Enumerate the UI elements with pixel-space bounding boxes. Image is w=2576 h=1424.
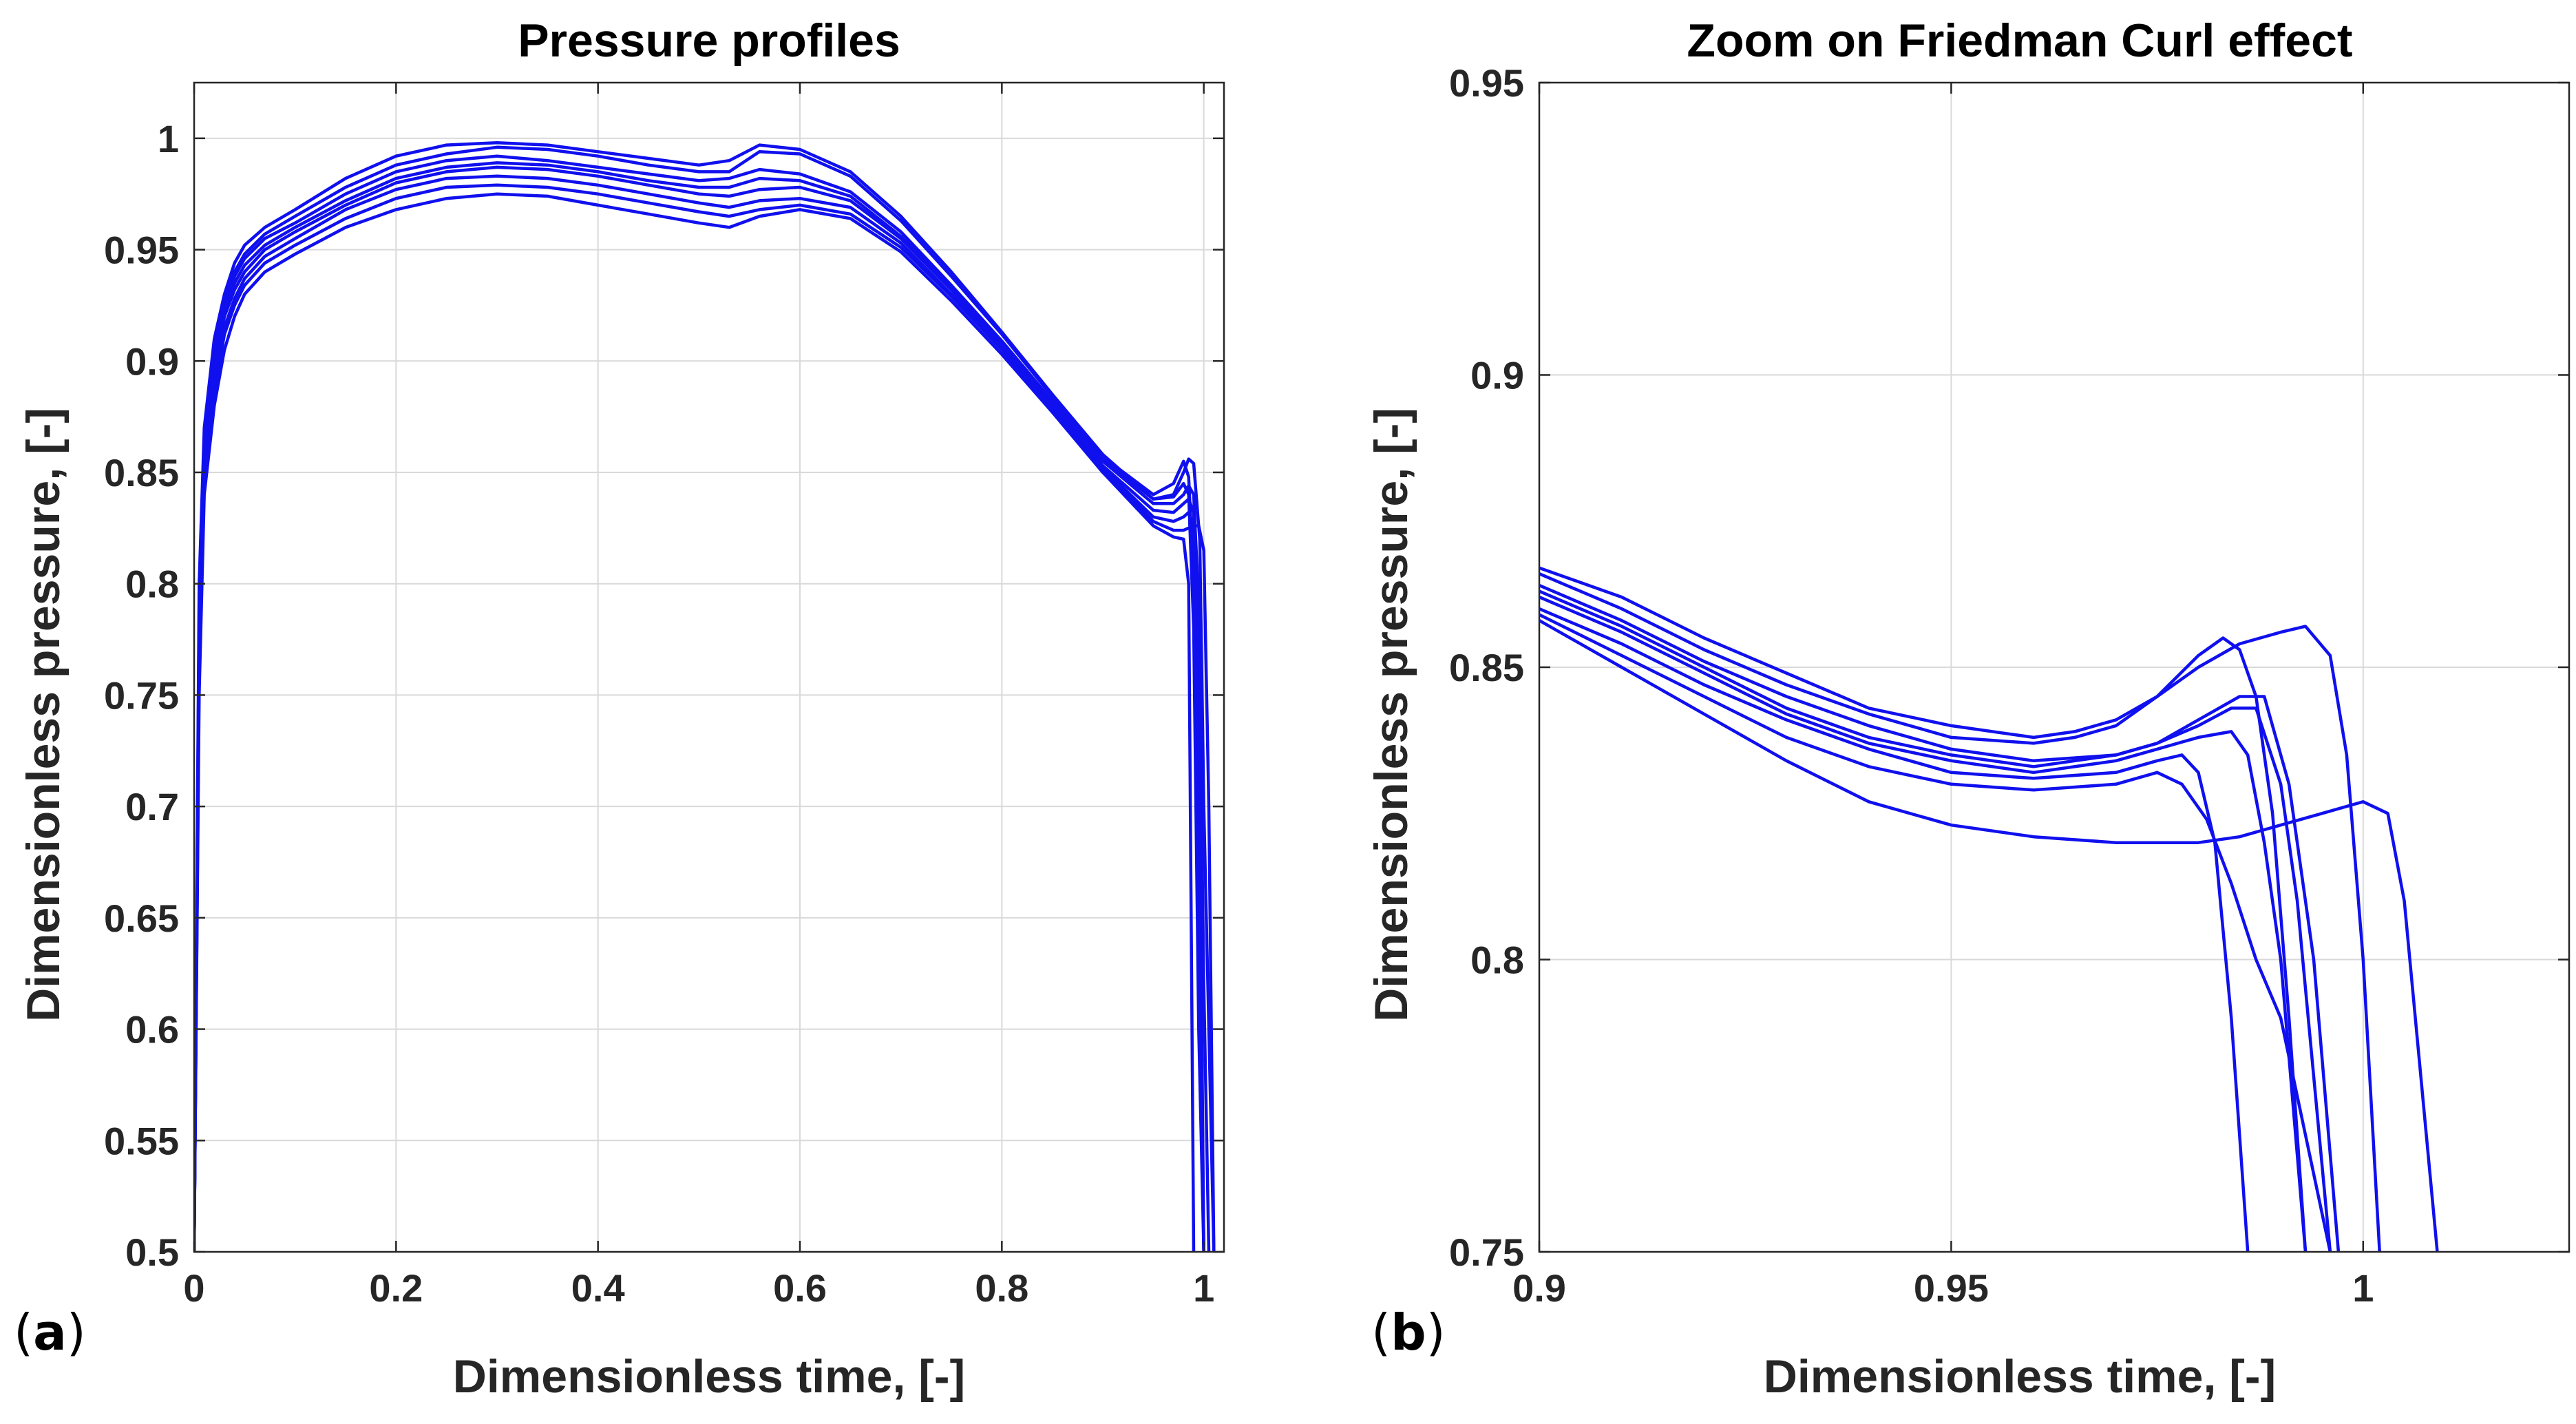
- panel-a-label: (a): [14, 1303, 86, 1361]
- panel-b-y-tick-labels: 0.75 0.8 0.85 0.9 0.95: [1449, 61, 1524, 1274]
- y-tick-label: 0.65: [104, 897, 179, 940]
- x-tick-label: 1: [1193, 1266, 1214, 1310]
- series-line-4: [194, 161, 1211, 1252]
- panel-a-x-axis-title: Dimensionless time, [-]: [453, 1350, 965, 1403]
- x-tick-label: 1: [2352, 1266, 2374, 1310]
- panel-b-label-letter: b: [1391, 1303, 1426, 1361]
- panel-b-title: Zoom on Friedman Curl effect: [1687, 14, 2352, 67]
- panel-a-chart: 0 0.2 0.4 0.6 0.8 1 0.50.550.60.650.70.750.80…: [14, 14, 1225, 1403]
- series-line-5: [1539, 595, 2308, 1252]
- panel-a-series-group: [194, 141, 1216, 1252]
- x-tick-label: 0.2: [369, 1266, 423, 1310]
- series-line-7: [194, 183, 1216, 1252]
- panel-b-chart: 0.9 0.95 1 0.75 0.8 0.85 0.9 0.95 Zoom on Frie…: [1365, 14, 2570, 1403]
- panel-a-title: Pressure profiles: [518, 14, 900, 67]
- x-tick-label: 0.4: [571, 1266, 625, 1310]
- panel-b-x-axis-title: Dimensionless time, [-]: [1764, 1350, 2276, 1403]
- y-tick-label: 0.55: [104, 1119, 179, 1162]
- series-line-3: [1539, 583, 2341, 1252]
- y-tick-label: 0.85: [104, 451, 179, 494]
- x-tick-label: 0.9: [1512, 1266, 1566, 1310]
- y-tick-label: 0.75: [104, 673, 179, 717]
- panel-b-x-tick-labels: 0.9 0.95 1: [1512, 1266, 2374, 1310]
- y-tick-label: 0.75: [1449, 1231, 1524, 1274]
- y-tick-label: 0.7: [125, 785, 179, 828]
- series-line-6: [194, 174, 1205, 1252]
- panel-a-y-axis-title: Dimensionless pressure, [-]: [17, 408, 70, 1022]
- series-line-7: [1539, 613, 2332, 1252]
- y-tick-label: 0.95: [1449, 61, 1524, 105]
- x-tick-label: 0.8: [975, 1266, 1028, 1310]
- panel-a-grid: [193, 83, 1224, 1253]
- y-tick-label: 0.8: [1470, 939, 1524, 982]
- panel-a-y-tick-labels: 0.5 0.55 0.6 0.65 0.7 0.75 0.8 0.85 0.9 0.95 1: [104, 117, 179, 1274]
- y-tick-label: 0.85: [1449, 646, 1524, 689]
- panel-b-label: (b): [1371, 1303, 1446, 1361]
- y-tick-label: 0.6: [125, 1008, 179, 1051]
- series-line-8: [1539, 618, 2439, 1252]
- series-line-8: [194, 192, 1196, 1252]
- x-tick-label: 0: [183, 1266, 204, 1310]
- series-line-2: [194, 145, 1205, 1252]
- x-tick-label: 0.6: [773, 1266, 827, 1310]
- panel-a-plot-area: [193, 81, 1225, 1253]
- x-tick-label: 0.95: [1914, 1266, 1989, 1310]
- y-tick-label: 0.8: [125, 563, 179, 606]
- y-tick-label: 1: [158, 117, 179, 160]
- series-line-1: [1539, 566, 2381, 1252]
- panel-a-label-letter: a: [33, 1303, 67, 1361]
- y-tick-label: 0.9: [125, 339, 179, 383]
- series-line-4: [1539, 589, 2332, 1252]
- series-line-1: [194, 141, 1216, 1252]
- series-line-5: [194, 165, 1205, 1252]
- y-tick-label: 0.95: [104, 229, 179, 272]
- y-tick-label: 0.9: [1470, 354, 1524, 397]
- series-line-3: [194, 154, 1205, 1252]
- y-tick-label: 0.5: [125, 1231, 179, 1274]
- panel-b-series-group: [1539, 566, 2439, 1252]
- panel-b-y-axis-title: Dimensionless pressure, [-]: [1365, 408, 1417, 1022]
- series-line-2: [1539, 572, 2308, 1252]
- panel-b-ticks: [1538, 81, 2569, 1253]
- panel-a-x-tick-labels: 0 0.2 0.4 0.6 0.8 1: [183, 1266, 1214, 1310]
- panel-a-ticks: [193, 83, 1224, 1253]
